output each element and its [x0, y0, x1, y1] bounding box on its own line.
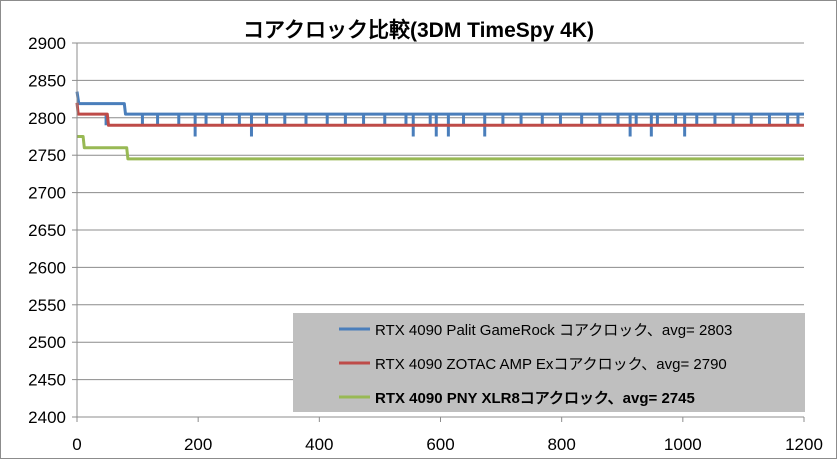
- chart-title: コアクロック比較(3DM TimeSpy 4K): [243, 19, 594, 42]
- x-axis-ticks: 0 200 400 600 800 1000 1200: [72, 417, 823, 454]
- y-tick-label: 2750: [28, 146, 66, 165]
- legend-label-1: RTX 4090 Palit GameRock コアクロック、avg= 2803: [375, 322, 732, 339]
- y-tick-label: 2800: [28, 109, 66, 128]
- y-tick-label: 2550: [28, 296, 66, 315]
- legend-label-3: RTX 4090 PNY XLR8コアクロック、avg= 2745: [375, 390, 695, 407]
- legend: RTX 4090 Palit GameRock コアクロック、avg= 2803…: [293, 313, 805, 412]
- x-tick-label: 1000: [664, 435, 702, 454]
- legend-label-2: RTX 4090 ZOTAC AMP Exコアクロック、avg= 2790: [375, 356, 727, 373]
- x-tick-label: 800: [547, 435, 575, 454]
- series-lines: [75, 91, 804, 161]
- series-line-2: [75, 102, 804, 127]
- y-tick-label: 2650: [28, 221, 66, 240]
- series-line-3: [77, 135, 804, 161]
- y-tick-label: 2700: [28, 184, 66, 203]
- x-tick-label: 0: [72, 435, 81, 454]
- x-tick-label: 1200: [785, 435, 823, 454]
- y-axis-ticks: 2400 2450 2500 2550 2600 2650 2700 2750 2800 2850…: [28, 34, 77, 427]
- y-tick-label: 2850: [28, 71, 66, 90]
- y-tick-label: 2500: [28, 333, 66, 352]
- y-tick-label: 2600: [28, 258, 66, 277]
- y-tick-label: 2900: [28, 34, 66, 53]
- x-tick-label: 400: [305, 435, 333, 454]
- y-tick-label: 2400: [28, 408, 66, 427]
- axes: [76, 43, 804, 418]
- gridlines: [77, 42, 804, 381]
- y-tick-label: 2450: [28, 371, 66, 390]
- x-tick-label: 600: [426, 435, 454, 454]
- legend-box: [293, 313, 805, 412]
- series-line-1: [75, 91, 804, 116]
- x-tick-label: 200: [184, 435, 212, 454]
